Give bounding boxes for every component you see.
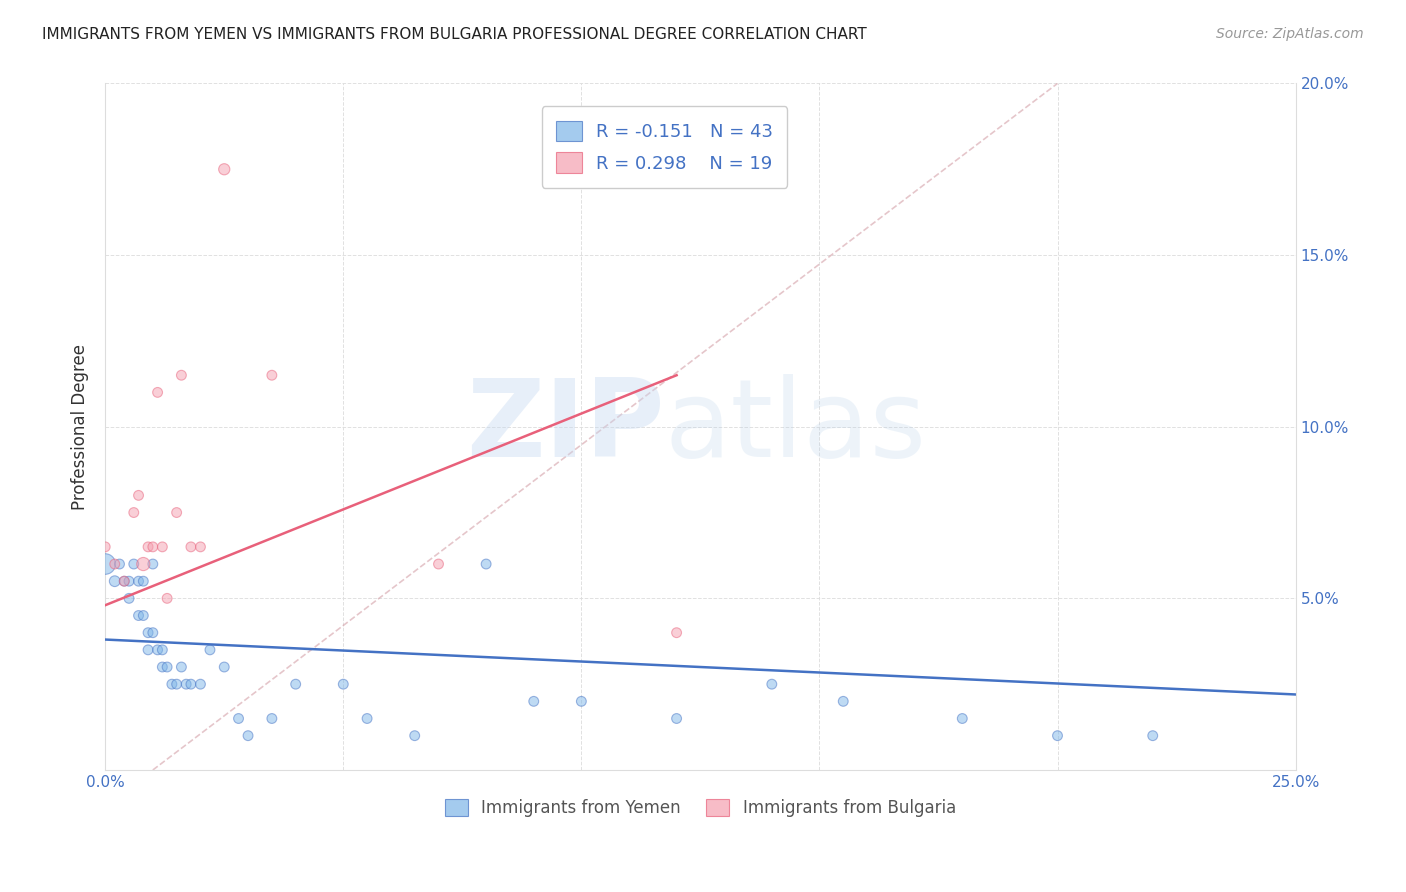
Point [166,677,188,691]
Point [198,643,221,657]
Point [427,557,450,571]
Point [236,729,259,743]
Point [132,574,155,589]
Point [136,625,159,640]
Point [228,711,250,725]
Point [112,574,135,589]
Point [475,557,498,571]
Point [260,368,283,383]
Point [170,660,193,674]
Point [112,574,135,589]
Point [284,677,307,691]
Point [104,574,127,589]
Point [132,608,155,623]
Text: IMMIGRANTS FROM YEMEN VS IMMIGRANTS FROM BULGARIA PROFESSIONAL DEGREE CORRELATIO: IMMIGRANTS FROM YEMEN VS IMMIGRANTS FROM… [42,27,868,42]
Point [569,694,592,708]
Point [94,557,117,571]
Point [146,385,169,400]
Point [166,506,188,520]
Point [122,557,145,571]
Point [142,540,165,554]
Point [832,694,855,708]
Point [212,660,235,674]
Point [142,625,165,640]
Point [170,368,193,383]
Point [136,540,159,554]
Point [150,643,173,657]
Point [174,677,197,691]
Y-axis label: Professional Degree: Professional Degree [72,343,89,509]
Point [156,660,179,674]
Point [160,677,183,691]
Point [128,488,150,502]
Point [94,540,117,554]
Text: Source: ZipAtlas.com: Source: ZipAtlas.com [1216,27,1364,41]
Point [150,660,173,674]
Point [104,557,127,571]
Point [180,540,202,554]
Point [356,711,378,725]
Point [190,540,212,554]
Point [150,540,173,554]
Point [260,711,283,725]
Point [212,162,235,177]
Point [156,591,179,606]
Point [190,677,212,691]
Point [761,677,783,691]
Point [404,729,426,743]
Point [665,625,688,640]
Legend: Immigrants from Yemen, Immigrants from Bulgaria: Immigrants from Yemen, Immigrants from B… [439,792,963,823]
Point [146,643,169,657]
Point [122,506,145,520]
Point [950,711,973,725]
Point [1046,729,1069,743]
Point [142,557,165,571]
Point [132,557,155,571]
Point [665,711,688,725]
Point [1142,729,1164,743]
Text: ZIP: ZIP [467,374,665,480]
Point [332,677,354,691]
Point [118,574,141,589]
Point [118,591,141,606]
Point [128,608,150,623]
Point [108,557,131,571]
Point [523,694,546,708]
Point [136,643,159,657]
Point [128,574,150,589]
Text: atlas: atlas [665,374,927,480]
Point [180,677,202,691]
